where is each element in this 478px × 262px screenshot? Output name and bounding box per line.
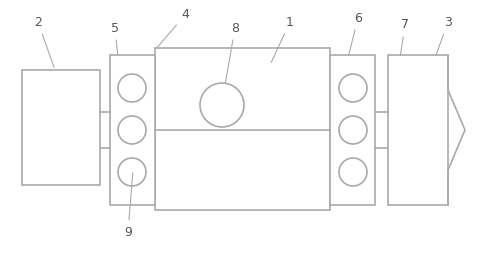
Text: 5: 5 bbox=[111, 21, 119, 55]
Text: 6: 6 bbox=[348, 12, 362, 55]
Bar bbox=[388, 55, 448, 205]
Text: 8: 8 bbox=[226, 21, 239, 82]
Bar bbox=[22, 70, 100, 185]
Bar bbox=[330, 55, 375, 205]
Text: 4: 4 bbox=[157, 8, 189, 48]
Text: 1: 1 bbox=[271, 15, 294, 62]
Bar bbox=[110, 55, 155, 205]
Text: 2: 2 bbox=[34, 15, 54, 67]
Bar bbox=[155, 48, 330, 210]
Text: 3: 3 bbox=[436, 15, 452, 55]
Text: 7: 7 bbox=[401, 19, 409, 55]
Text: 9: 9 bbox=[124, 173, 133, 238]
